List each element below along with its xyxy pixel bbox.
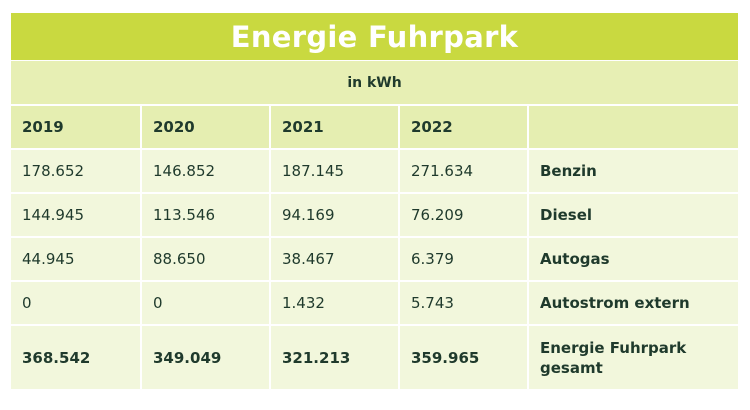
cell-value: 76.209 <box>399 192 529 237</box>
table-row-autostrom: 0 0 1.432 5.743 Autostrom extern <box>11 280 738 325</box>
table-title: Energie Fuhrpark <box>11 13 738 60</box>
cell-value: 38.467 <box>270 236 400 281</box>
column-header-2021: 2021 <box>270 104 400 149</box>
cell-value: 178.652 <box>11 148 142 193</box>
unit-label: in kWh <box>11 61 738 104</box>
energy-table-card: Energie Fuhrpark in kWh 2019 2020 2021 2… <box>11 13 738 396</box>
cell-value: 44.945 <box>11 236 142 281</box>
cell-value: 0 <box>11 280 142 325</box>
cell-value: 271.634 <box>399 148 529 193</box>
cell-value: 5.743 <box>399 280 529 325</box>
cell-value: 144.945 <box>11 192 142 237</box>
row-label: Autogas <box>528 236 738 281</box>
table-row-total: 368.542 349.049 321.213 359.965 Energie … <box>11 324 738 389</box>
cell-total: 359.965 <box>399 324 529 389</box>
table-row-diesel: 144.945 113.546 94.169 76.209 Diesel <box>11 192 738 237</box>
column-header-category <box>528 104 738 149</box>
cell-value: 113.546 <box>141 192 271 237</box>
cell-value: 146.852 <box>141 148 271 193</box>
energy-table: 2019 2020 2021 2022 178.652 146.852 187.… <box>11 104 738 389</box>
column-header-2022: 2022 <box>399 104 529 149</box>
row-label: Benzin <box>528 148 738 193</box>
header-row: 2019 2020 2021 2022 <box>11 104 738 149</box>
cell-value: 0 <box>141 280 271 325</box>
row-label-total: Energie Fuhrpark gesamt <box>528 324 738 389</box>
row-label: Autostrom extern <box>528 280 738 325</box>
cell-total: 321.213 <box>270 324 400 389</box>
row-label: Diesel <box>528 192 738 237</box>
cell-value: 88.650 <box>141 236 271 281</box>
table-row-autogas: 44.945 88.650 38.467 6.379 Autogas <box>11 236 738 281</box>
cell-total: 368.542 <box>11 324 142 389</box>
table-row-benzin: 178.652 146.852 187.145 271.634 Benzin <box>11 148 738 193</box>
column-header-2020: 2020 <box>141 104 271 149</box>
cell-value: 6.379 <box>399 236 529 281</box>
cell-value: 1.432 <box>270 280 400 325</box>
cell-value: 94.169 <box>270 192 400 237</box>
column-header-2019: 2019 <box>11 104 142 149</box>
cell-total: 349.049 <box>141 324 271 389</box>
cell-value: 187.145 <box>270 148 400 193</box>
